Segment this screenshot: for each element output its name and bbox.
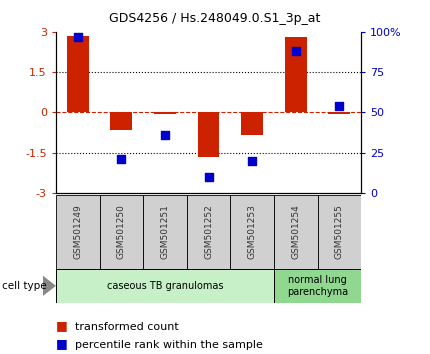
Bar [56,269,274,303]
Text: normal lung
parenchyma: normal lung parenchyma [287,275,348,297]
Text: GDS4256 / Hs.248049.0.S1_3p_at: GDS4256 / Hs.248049.0.S1_3p_at [109,12,321,25]
Text: GSM501253: GSM501253 [248,204,257,259]
Text: GSM501249: GSM501249 [73,205,82,259]
Point [292,48,299,54]
Text: GSM501252: GSM501252 [204,205,213,259]
Point [74,34,81,40]
Text: GSM501250: GSM501250 [117,204,126,259]
Text: GSM501254: GSM501254 [291,205,300,259]
Text: ■: ■ [56,337,68,350]
Bar [99,195,143,269]
Point [336,103,343,109]
Text: percentile rank within the sample: percentile rank within the sample [75,340,263,350]
Bar [241,113,263,135]
Bar [318,195,361,269]
Bar [67,36,89,113]
Text: caseous TB granulomas: caseous TB granulomas [107,281,223,291]
Bar [56,195,99,269]
Bar [274,269,361,303]
Point [249,158,255,164]
Bar [285,37,307,113]
Bar [111,113,132,130]
Text: transformed count: transformed count [75,322,179,332]
Text: cell type: cell type [2,281,47,291]
Text: GSM501255: GSM501255 [335,204,344,259]
Bar [230,195,274,269]
Bar [329,113,350,114]
Point [118,156,125,162]
Text: ■: ■ [56,319,68,332]
Point [205,174,212,180]
Bar [198,113,219,157]
Text: GSM501251: GSM501251 [160,204,169,259]
Bar [274,195,318,269]
Polygon shape [43,276,56,296]
Bar [154,113,176,114]
Point [162,132,169,138]
Bar [187,195,230,269]
Bar [143,195,187,269]
